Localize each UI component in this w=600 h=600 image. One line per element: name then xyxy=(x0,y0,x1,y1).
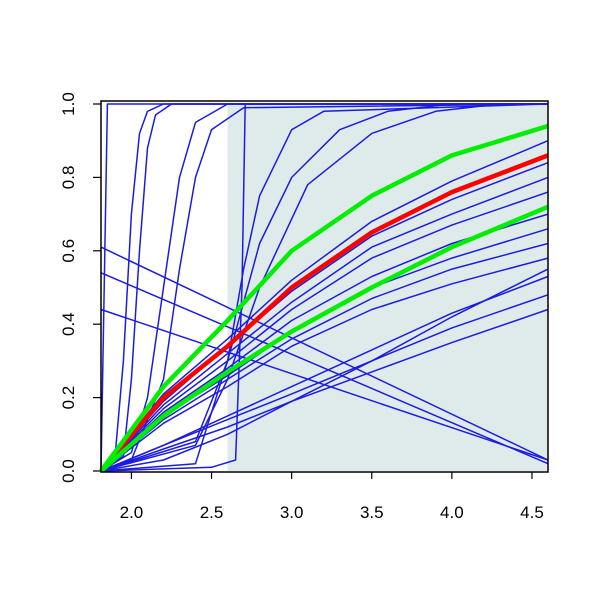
y-tick-label: 0.2 xyxy=(59,386,78,410)
highlight-region xyxy=(227,104,548,471)
x-tick-label: 3.5 xyxy=(360,503,384,522)
y-tick-label: 1.0 xyxy=(59,92,78,116)
curve xyxy=(100,103,548,472)
y-tick-label: 0.4 xyxy=(59,312,78,336)
curve xyxy=(100,103,549,472)
curve xyxy=(100,246,549,461)
x-tick-label: 2.0 xyxy=(120,503,144,522)
curve xyxy=(100,294,549,472)
x-tick-label: 4.0 xyxy=(440,503,464,522)
curve xyxy=(100,242,549,472)
plot-frame xyxy=(100,100,549,473)
curve xyxy=(100,213,549,472)
curve xyxy=(100,103,549,472)
x-tick-label: 2.5 xyxy=(200,503,224,522)
curve xyxy=(100,176,549,472)
curve xyxy=(99,123,549,473)
y-tick-label: 0.8 xyxy=(59,166,78,190)
curve xyxy=(100,103,548,472)
curve xyxy=(100,103,548,472)
x-tick-label: 4.5 xyxy=(520,503,544,522)
curve xyxy=(99,153,549,473)
curve xyxy=(100,103,548,472)
curve xyxy=(100,161,549,472)
curve xyxy=(99,204,549,473)
y-tick-label: 0.0 xyxy=(59,459,78,483)
curve xyxy=(100,140,549,472)
x-tick-label: 3.0 xyxy=(280,503,304,522)
curve xyxy=(100,268,549,472)
y-tick-label: 0.6 xyxy=(59,239,78,263)
curve xyxy=(100,308,549,461)
curve xyxy=(100,272,549,465)
curve xyxy=(100,191,549,472)
curve xyxy=(100,257,549,472)
